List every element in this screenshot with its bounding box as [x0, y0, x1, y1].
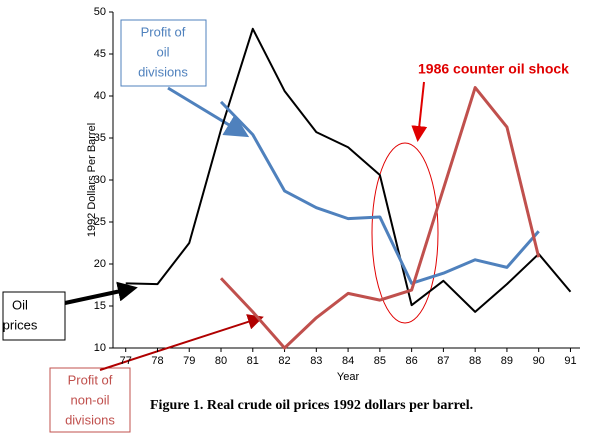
- y-tick-label: 35: [94, 132, 106, 144]
- x-tick-label: 87: [437, 355, 449, 367]
- y-tick-label: 40: [94, 90, 106, 102]
- x-tick-label: 91: [564, 355, 576, 367]
- x-tick-label: 79: [183, 355, 195, 367]
- x-tick-label: 86: [406, 355, 418, 367]
- highlight-ellipse: [371, 142, 439, 324]
- y-tick-label: 10: [94, 342, 106, 354]
- annotation: Oil: [12, 297, 28, 312]
- x-tick-label: 90: [533, 355, 545, 367]
- y-tick-label: 25: [94, 216, 106, 228]
- y-tick-label: 20: [94, 258, 106, 270]
- annotation-box: [2, 291, 66, 341]
- x-axis-label: Year: [337, 371, 360, 383]
- y-axis-label: 1992 Dollars Per Barrel: [86, 123, 98, 237]
- x-tick-label: 89: [501, 355, 513, 367]
- x-tick-label: 80: [215, 355, 227, 367]
- annotation: prices: [3, 317, 38, 332]
- series-line: [219, 86, 541, 350]
- annotation-arrow: [99, 314, 264, 371]
- annotation-arrow: [411, 81, 428, 142]
- annotation-box: [49, 367, 131, 433]
- caption: Figure 1. Real crude oil prices 1992 dol…: [150, 398, 473, 413]
- annotation: oil: [156, 44, 169, 59]
- annotation: Profit of: [68, 372, 113, 387]
- annotation-arrow: [167, 86, 250, 138]
- x-tick-label: 84: [342, 355, 354, 367]
- annotation-arrow: [64, 281, 138, 305]
- annotation-box: [120, 19, 207, 87]
- x-tick-label: 77: [120, 355, 132, 367]
- y-tick-label: 30: [94, 174, 106, 186]
- annotation: 1986 counter oil shock: [418, 61, 569, 77]
- annotation: divisions: [65, 412, 115, 427]
- x-tick-label: 83: [310, 355, 322, 367]
- series-line: [219, 100, 540, 285]
- y-tick-label: 50: [94, 6, 106, 18]
- y-tick-label: 15: [94, 300, 106, 312]
- y-tick-label: 45: [94, 48, 106, 60]
- x-tick-label: 85: [374, 355, 386, 367]
- annotation: non-oil: [70, 392, 109, 407]
- annotation: Profit of: [141, 24, 186, 39]
- x-tick-label: 82: [278, 355, 290, 367]
- x-tick-label: 78: [151, 355, 163, 367]
- annotation: divisions: [138, 64, 188, 79]
- x-tick-label: 88: [469, 355, 481, 367]
- series-line: [125, 27, 572, 313]
- x-tick-label: 81: [247, 355, 259, 367]
